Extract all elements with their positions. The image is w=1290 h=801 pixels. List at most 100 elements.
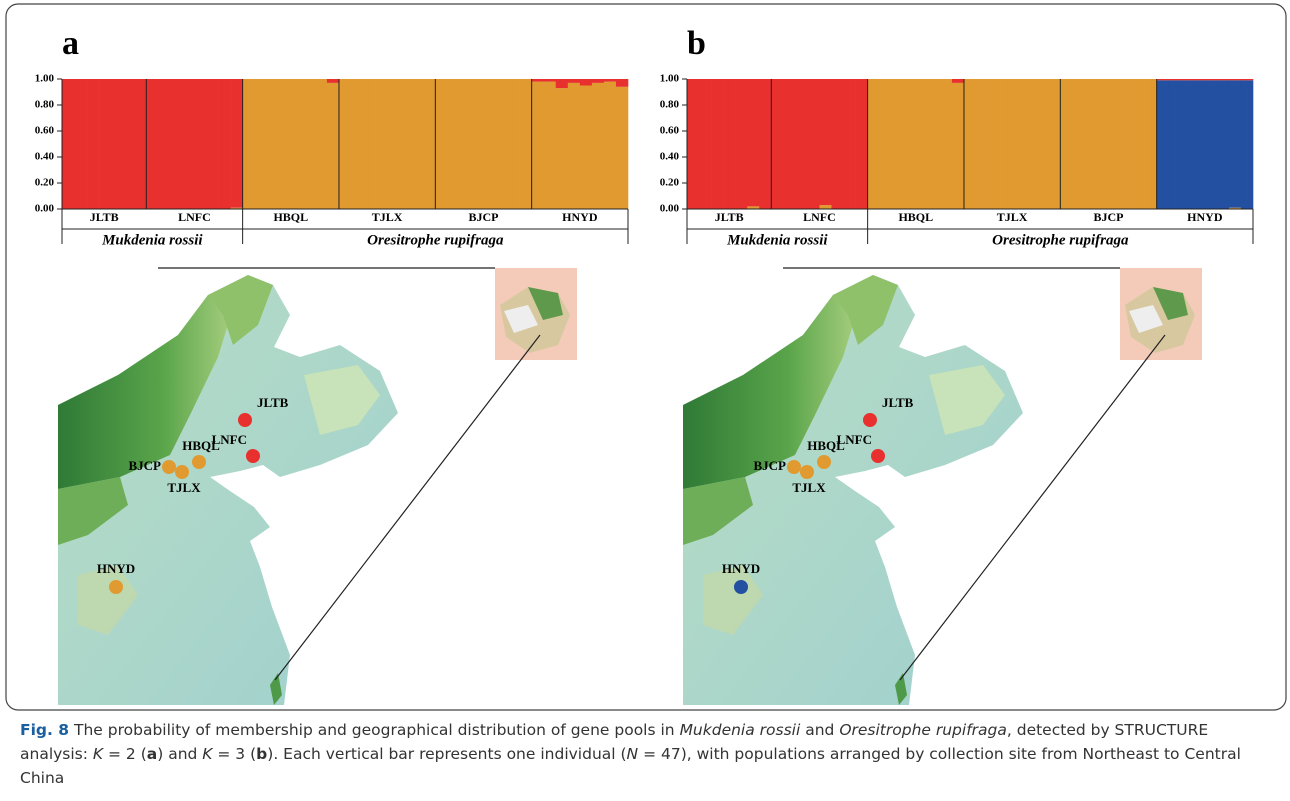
population-label: HBQL bbox=[898, 210, 933, 224]
ancestry-segment bbox=[351, 79, 363, 209]
ancestry-segment bbox=[1108, 79, 1120, 209]
ancestry-segment bbox=[735, 79, 747, 209]
ancestry-segment bbox=[435, 79, 447, 209]
ancestry-segment bbox=[207, 79, 219, 209]
y-tick-label: 0.40 bbox=[660, 151, 680, 163]
ancestry-segment bbox=[243, 79, 255, 209]
ancestry-segment bbox=[592, 83, 604, 209]
species-label: Mukdenia rossii bbox=[726, 232, 828, 248]
ancestry-segment bbox=[1072, 79, 1084, 209]
site-label: HNYD bbox=[722, 561, 760, 576]
ancestry-segment bbox=[1193, 80, 1205, 209]
ancestry-segment bbox=[1157, 80, 1169, 209]
ancestry-segment bbox=[1084, 79, 1096, 209]
y-tick-label: 0.60 bbox=[660, 125, 680, 137]
caption-text: = 3 ( bbox=[212, 745, 256, 763]
ancestry-segment bbox=[1096, 79, 1108, 209]
ancestry-segment bbox=[616, 79, 628, 87]
caption-text: ). Each vertical bar represents one indi… bbox=[267, 745, 626, 763]
ancestry-segment bbox=[580, 86, 592, 210]
population-label: BJCP bbox=[1093, 210, 1123, 224]
ancestry-segment bbox=[496, 79, 508, 209]
caption-text: = 2 ( bbox=[103, 745, 147, 763]
ancestry-segment bbox=[952, 83, 964, 209]
ancestry-segment bbox=[940, 79, 952, 209]
ancestry-segment bbox=[556, 79, 568, 88]
ancestry-segment bbox=[134, 79, 146, 209]
ancestry-segment bbox=[868, 79, 880, 209]
ancestry-segment bbox=[616, 87, 628, 209]
ancestry-segment bbox=[182, 79, 194, 209]
ancestry-segment bbox=[459, 79, 471, 209]
ancestry-segment bbox=[74, 79, 86, 209]
site-marker bbox=[162, 460, 176, 474]
site-marker bbox=[238, 413, 252, 427]
ancestry-segment bbox=[988, 79, 1000, 209]
ancestry-segment bbox=[592, 79, 604, 83]
map bbox=[683, 268, 1202, 705]
y-tick-label: 1.00 bbox=[660, 73, 680, 85]
y-tick-label: 0.80 bbox=[660, 99, 680, 111]
ancestry-segment bbox=[1036, 79, 1048, 209]
ancestry-segment bbox=[1012, 79, 1024, 209]
ancestry-segment bbox=[856, 79, 868, 209]
ancestry-segment bbox=[267, 79, 279, 209]
ancestry-segment bbox=[387, 79, 399, 209]
ancestry-segment bbox=[807, 79, 819, 209]
ancestry-segment bbox=[1060, 79, 1072, 209]
y-tick-label: 0.80 bbox=[35, 99, 55, 111]
ancestry-segment bbox=[892, 79, 904, 209]
ancestry-segment bbox=[399, 79, 411, 209]
y-tick-label: 0.20 bbox=[35, 177, 55, 189]
ancestry-segment bbox=[604, 82, 616, 209]
site-label: TJLX bbox=[167, 480, 201, 495]
ancestry-segment bbox=[471, 79, 483, 209]
ancestry-segment bbox=[219, 79, 231, 209]
species-label: Oresitrophe rupifraga bbox=[367, 232, 504, 248]
caption-label: Fig. 8 bbox=[20, 721, 69, 739]
caption-text: ) and bbox=[157, 745, 202, 763]
population-label: LNFC bbox=[803, 210, 836, 224]
ancestry-segment bbox=[231, 79, 243, 208]
ancestry-segment bbox=[723, 79, 735, 209]
site-marker bbox=[800, 465, 814, 479]
caption: Fig. 8 The probability of membership and… bbox=[20, 718, 1260, 790]
ancestry-segment bbox=[1121, 79, 1133, 209]
site-label: TJLX bbox=[792, 480, 826, 495]
ancestry-segment bbox=[315, 79, 327, 209]
ancestry-segment bbox=[508, 79, 520, 209]
ancestry-segment bbox=[1048, 79, 1060, 209]
ancestry-segment bbox=[1217, 80, 1229, 209]
caption-text: Oresitrophe rupifraga bbox=[839, 721, 1007, 739]
ancestry-segment bbox=[1229, 79, 1241, 80]
ancestry-segment bbox=[568, 83, 580, 209]
ancestry-segment bbox=[1024, 79, 1036, 209]
ancestry-segment bbox=[122, 79, 134, 209]
ancestry-segment bbox=[1169, 80, 1181, 209]
population-label: HNYD bbox=[562, 210, 598, 224]
ancestry-segment bbox=[795, 79, 807, 209]
ancestry-segment bbox=[483, 79, 495, 209]
ancestry-segment bbox=[711, 79, 723, 209]
ancestry-segment bbox=[747, 79, 759, 206]
ancestry-segment bbox=[568, 79, 580, 83]
ancestry-segment bbox=[1145, 79, 1157, 209]
caption-text: and bbox=[800, 721, 839, 739]
ancestry-segment bbox=[327, 83, 339, 209]
figure-canvas: a0.000.200.400.600.801.00JLTBLNFCHBQLTJL… bbox=[0, 0, 1290, 801]
site-marker bbox=[175, 465, 189, 479]
site-label: HNYD bbox=[97, 561, 135, 576]
ancestry-segment bbox=[976, 79, 988, 209]
population-label: HNYD bbox=[1187, 210, 1223, 224]
ancestry-segment bbox=[1229, 80, 1241, 207]
ancestry-segment bbox=[194, 79, 206, 209]
ancestry-segment bbox=[98, 79, 110, 209]
ancestry-segment bbox=[759, 79, 771, 209]
ancestry-segment bbox=[158, 79, 170, 209]
ancestry-segment bbox=[375, 79, 387, 209]
ancestry-segment bbox=[1217, 79, 1229, 80]
ancestry-segment bbox=[928, 79, 940, 209]
ancestry-segment bbox=[520, 79, 532, 209]
ancestry-segment bbox=[783, 79, 795, 209]
species-label: Oresitrophe rupifraga bbox=[992, 232, 1129, 248]
